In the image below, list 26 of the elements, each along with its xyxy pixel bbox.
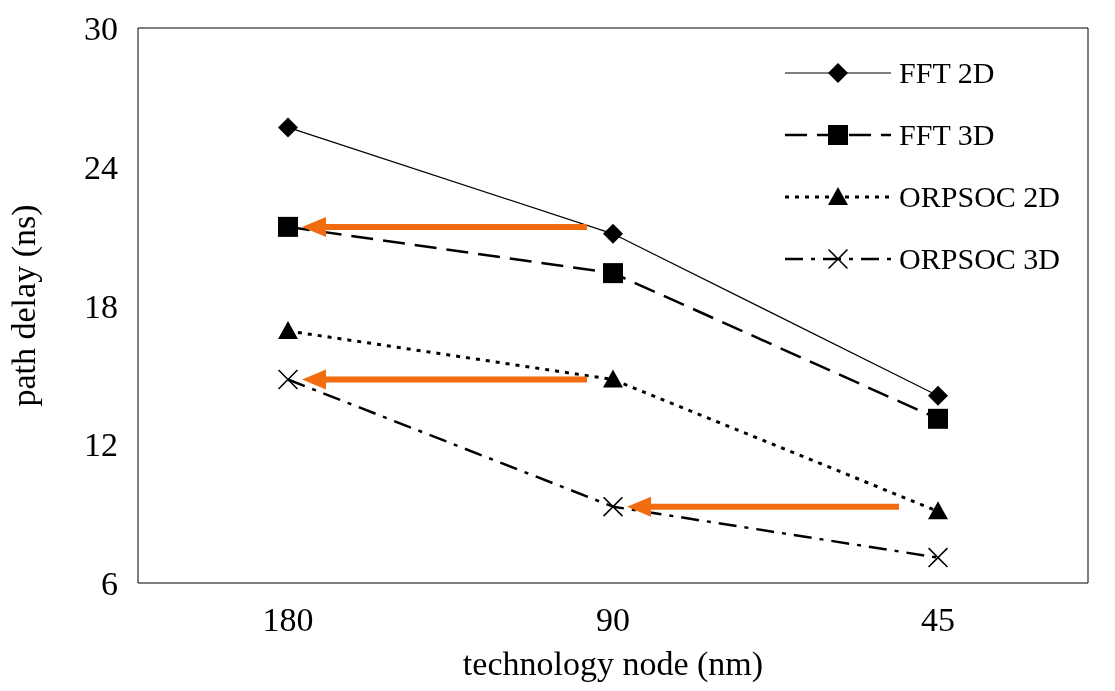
x-tick-label: 90 [596, 601, 630, 639]
point [928, 547, 948, 568]
x-tick-label: 45 [921, 601, 955, 639]
point [603, 369, 623, 388]
y-axis-title: path delay (ns) [5, 204, 44, 407]
point [278, 216, 298, 237]
y-tick-label: 18 [84, 287, 118, 325]
y-tick-label: 12 [84, 426, 118, 464]
point [603, 496, 623, 517]
point [278, 369, 298, 390]
y-tick-label: 24 [84, 148, 118, 186]
point [928, 385, 948, 406]
point [278, 117, 298, 138]
point [928, 408, 948, 429]
point [603, 223, 623, 244]
legend-label: ORPSOC 2D [899, 180, 1060, 214]
legend-label: FFT 2D [899, 56, 995, 90]
point [928, 501, 948, 520]
point [603, 263, 623, 284]
y-tick-label: 30 [84, 10, 118, 48]
x-tick-label: 180 [262, 601, 314, 639]
y-tick-label: 6 [101, 565, 118, 603]
legend-label: FFT 3D [899, 118, 995, 152]
x-axis-title: technology node (nm) [462, 645, 764, 684]
legend-label: ORPSOC 3D [899, 242, 1060, 276]
point [278, 320, 298, 339]
